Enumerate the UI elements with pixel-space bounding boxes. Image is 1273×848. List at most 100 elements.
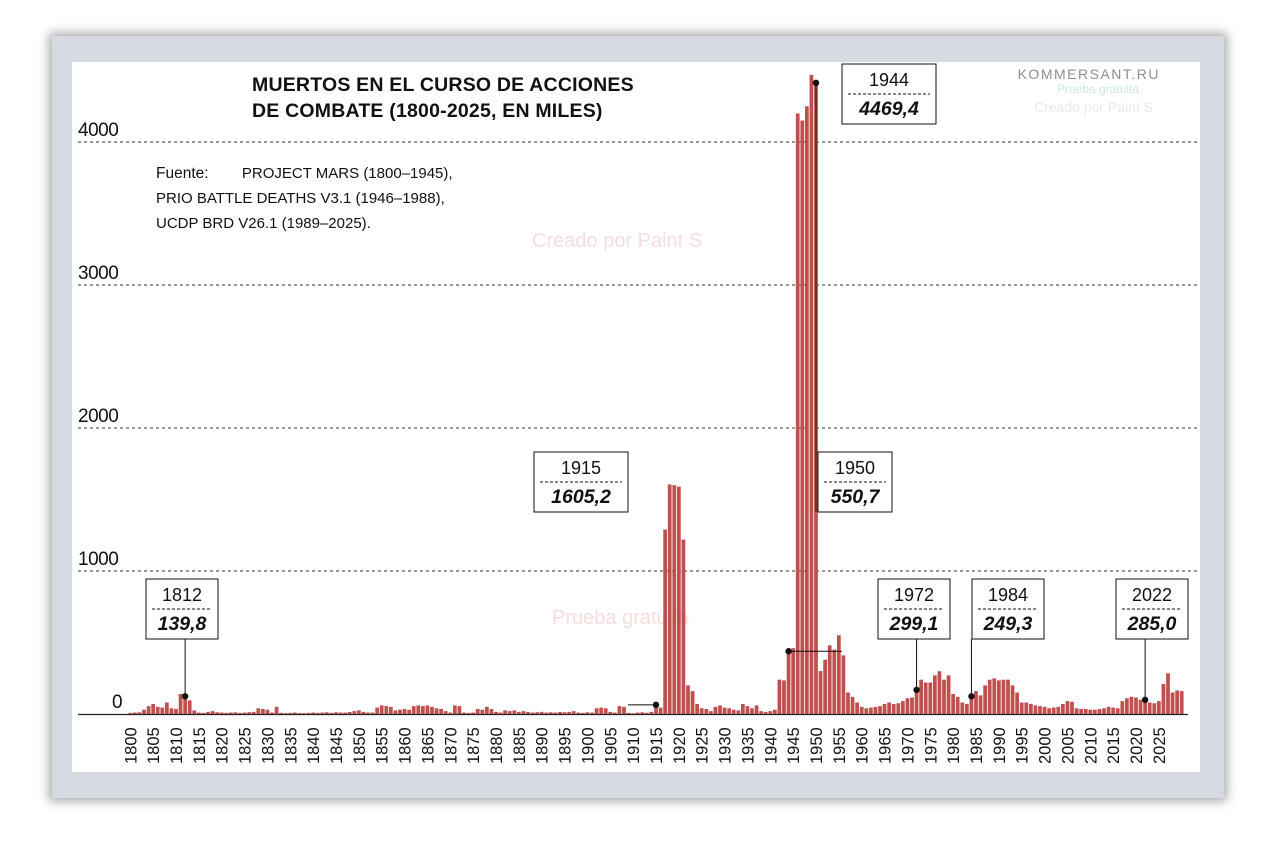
bar <box>686 685 690 714</box>
bar <box>489 709 494 714</box>
bar <box>745 706 750 714</box>
annotation-dot <box>812 79 820 86</box>
bar <box>782 680 786 714</box>
bar <box>699 708 704 714</box>
bar <box>178 694 183 714</box>
bar <box>1115 708 1120 714</box>
bar <box>379 705 384 714</box>
x-tick-label: 1875 <box>465 727 483 764</box>
bar <box>466 712 471 714</box>
bar <box>759 711 764 714</box>
bar <box>475 709 480 714</box>
bar <box>279 712 284 714</box>
bar <box>1001 679 1006 714</box>
bar <box>571 711 576 714</box>
bar <box>425 705 430 714</box>
chart-frame: MUERTOS EN EL CURSO DE ACCIONES DE COMBA… <box>52 36 1224 798</box>
bar <box>251 711 256 715</box>
bar <box>928 682 933 714</box>
bar <box>484 706 489 714</box>
brand-logo-text: KOMMERSANT.RU <box>1017 66 1160 82</box>
bar <box>439 709 444 714</box>
bar <box>142 709 146 714</box>
bar <box>420 706 425 714</box>
bar <box>494 711 498 715</box>
x-tick-label: 1930 <box>717 727 735 764</box>
bar <box>521 711 526 714</box>
annotation-dot <box>652 701 660 709</box>
bar <box>809 74 814 714</box>
bar <box>567 711 572 715</box>
x-tick-label: 1910 <box>625 727 643 764</box>
bar <box>763 711 768 715</box>
bar <box>864 708 869 714</box>
bar <box>754 705 759 714</box>
watermark-text: Prueba gratuita <box>552 607 689 629</box>
bar <box>228 712 233 714</box>
x-tick-label: 2025 <box>1151 727 1169 764</box>
bar <box>1143 701 1148 714</box>
bar <box>393 710 398 714</box>
bar <box>795 113 800 714</box>
chart-title: MUERTOS EN EL CURSO DE ACCIONES DE COMBA… <box>252 72 772 124</box>
bar <box>219 712 224 714</box>
bar <box>132 712 137 714</box>
bar <box>329 712 334 714</box>
bar <box>708 711 713 714</box>
x-tick-label: 1885 <box>511 727 529 764</box>
annotation-value: 4469,4 <box>858 98 919 120</box>
bar <box>804 106 809 714</box>
annotation-dot <box>1141 696 1149 704</box>
bar <box>658 707 663 714</box>
bar <box>823 659 828 714</box>
bar <box>672 485 677 714</box>
y-tick-label: 4000 <box>78 120 118 141</box>
x-tick-label: 1935 <box>739 727 757 764</box>
bar <box>1170 692 1175 714</box>
bar <box>622 706 626 714</box>
bar <box>1111 707 1116 714</box>
source-label: Fuente: <box>156 165 209 182</box>
bar <box>361 711 366 715</box>
bar <box>937 671 942 714</box>
bar <box>196 712 201 714</box>
bar <box>676 486 681 714</box>
annotation-year: 2022 <box>1132 585 1172 605</box>
bar <box>375 707 380 714</box>
bar <box>859 706 864 714</box>
bar <box>704 709 709 714</box>
x-tick-label: 1905 <box>602 727 620 764</box>
x-tick-label: 2010 <box>1082 727 1100 764</box>
bar <box>1129 696 1134 714</box>
bar <box>169 708 174 714</box>
bar <box>1065 701 1070 714</box>
bar <box>832 649 837 714</box>
x-tick-label: 1995 <box>1014 727 1032 764</box>
bar <box>663 529 668 714</box>
bar <box>932 675 937 714</box>
bar <box>855 702 860 714</box>
bar <box>416 705 421 714</box>
annotation-year: 1812 <box>162 585 202 605</box>
annotation-value: 139,8 <box>158 613 207 635</box>
x-tick-label: 1915 <box>648 727 666 764</box>
bar <box>210 711 215 714</box>
watermark-text: Prueba gratuita <box>1057 82 1140 96</box>
bar <box>1152 703 1157 714</box>
bar <box>544 712 549 714</box>
bar <box>1015 692 1020 714</box>
bar <box>215 712 220 714</box>
bar <box>667 484 672 714</box>
source-note: Fuente: PROJECT MARS (1800–1945), PRIO B… <box>156 161 453 236</box>
bar <box>1106 706 1111 714</box>
annotation-value: 285,0 <box>1127 613 1177 635</box>
x-tick-label: 1830 <box>259 727 277 764</box>
x-tick-label: 1960 <box>854 727 872 764</box>
bar <box>914 691 919 714</box>
bar <box>987 679 992 714</box>
bar <box>635 712 640 714</box>
bar <box>430 706 434 714</box>
chart-title-line1: MUERTOS EN EL CURSO DE ACCIONES <box>252 74 634 96</box>
chart-title-line2: DE COMBATE (1800-2025, EN MILES) <box>252 100 603 122</box>
bar <box>274 706 279 714</box>
